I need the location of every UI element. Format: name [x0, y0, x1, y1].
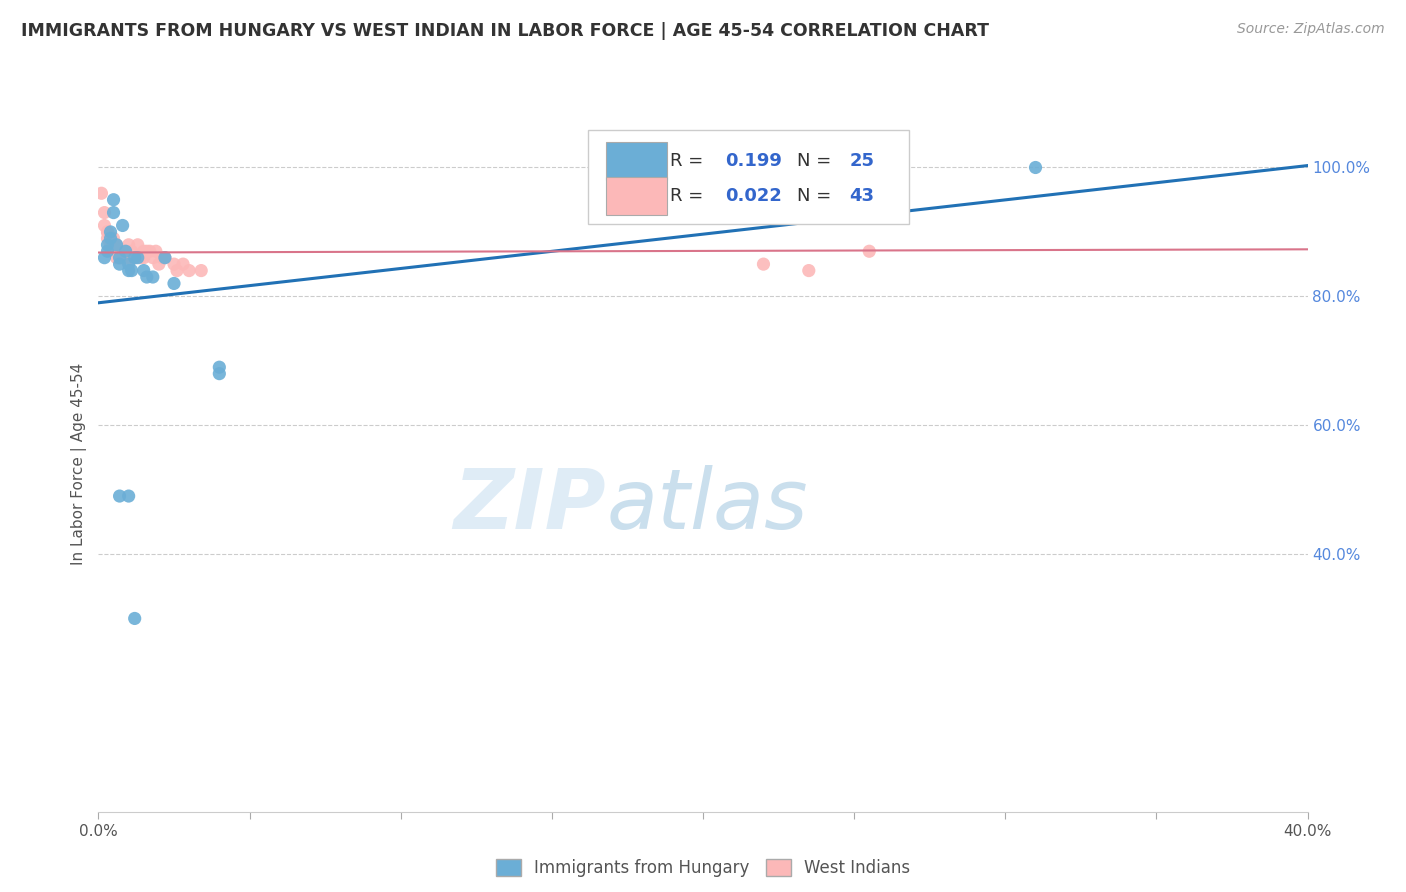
- Point: [108, 257, 131, 271]
- Point: [124, 251, 146, 265]
- Point: [118, 263, 141, 277]
- FancyBboxPatch shape: [606, 177, 666, 215]
- Point: [139, 244, 162, 259]
- Point: [118, 489, 141, 503]
- Text: R =: R =: [671, 153, 710, 170]
- Point: [135, 270, 157, 285]
- Point: [121, 244, 143, 259]
- Text: N =: N =: [797, 187, 838, 205]
- Text: 43: 43: [849, 187, 875, 205]
- Point: [114, 244, 136, 259]
- Point: [153, 251, 176, 265]
- Y-axis label: In Labor Force | Age 45-54: In Labor Force | Age 45-54: [72, 363, 87, 565]
- Point: [148, 257, 170, 271]
- Text: atlas: atlas: [606, 465, 808, 546]
- Point: [103, 237, 125, 252]
- Point: [96, 231, 118, 245]
- Point: [108, 244, 131, 259]
- Point: [111, 219, 134, 233]
- Text: IMMIGRANTS FROM HUNGARY VS WEST INDIAN IN LABOR FORCE | AGE 45-54 CORRELATION CH: IMMIGRANTS FROM HUNGARY VS WEST INDIAN I…: [21, 22, 988, 40]
- Point: [105, 251, 128, 265]
- Legend: Immigrants from Hungary, West Indians: Immigrants from Hungary, West Indians: [489, 852, 917, 883]
- Point: [797, 263, 820, 277]
- Point: [103, 193, 125, 207]
- FancyBboxPatch shape: [606, 142, 666, 180]
- Point: [100, 231, 122, 245]
- Point: [93, 205, 115, 219]
- Point: [129, 251, 152, 265]
- Text: R =: R =: [671, 187, 710, 205]
- Point: [190, 263, 212, 277]
- Point: [121, 263, 143, 277]
- Point: [108, 489, 131, 503]
- Point: [124, 251, 146, 265]
- Point: [132, 244, 155, 259]
- Point: [108, 251, 131, 265]
- Point: [108, 251, 131, 265]
- Point: [1024, 161, 1046, 175]
- Point: [166, 263, 188, 277]
- Point: [93, 219, 115, 233]
- Point: [100, 225, 122, 239]
- Point: [103, 244, 125, 259]
- Point: [114, 244, 136, 259]
- Point: [118, 257, 141, 271]
- Point: [96, 237, 118, 252]
- Text: 0.199: 0.199: [724, 153, 782, 170]
- Point: [124, 611, 146, 625]
- Text: 0.022: 0.022: [724, 187, 782, 205]
- Point: [118, 251, 141, 265]
- Text: N =: N =: [797, 153, 838, 170]
- Point: [127, 251, 149, 265]
- Point: [142, 251, 165, 265]
- Point: [105, 244, 128, 259]
- Point: [135, 244, 157, 259]
- Point: [111, 251, 134, 265]
- Point: [172, 257, 194, 271]
- Point: [105, 237, 128, 252]
- Point: [752, 257, 775, 271]
- Text: 25: 25: [849, 153, 875, 170]
- Point: [111, 244, 134, 259]
- Point: [132, 263, 155, 277]
- Point: [96, 244, 118, 259]
- Point: [153, 251, 176, 265]
- Point: [858, 244, 880, 259]
- Point: [100, 237, 122, 252]
- Point: [163, 277, 186, 291]
- Text: ZIP: ZIP: [454, 465, 606, 546]
- Point: [179, 263, 201, 277]
- Text: Source: ZipAtlas.com: Source: ZipAtlas.com: [1237, 22, 1385, 37]
- Point: [127, 237, 149, 252]
- Point: [96, 225, 118, 239]
- Point: [103, 231, 125, 245]
- FancyBboxPatch shape: [588, 130, 908, 224]
- Point: [150, 251, 173, 265]
- Point: [132, 251, 155, 265]
- Point: [100, 231, 122, 245]
- Point: [145, 244, 167, 259]
- Point: [105, 237, 128, 252]
- Point: [93, 251, 115, 265]
- Point: [90, 186, 112, 201]
- Point: [96, 225, 118, 239]
- Point: [163, 257, 186, 271]
- Point: [142, 270, 165, 285]
- Point: [208, 360, 231, 375]
- Point: [208, 367, 231, 381]
- Point: [100, 237, 122, 252]
- Point: [103, 205, 125, 219]
- Point: [118, 237, 141, 252]
